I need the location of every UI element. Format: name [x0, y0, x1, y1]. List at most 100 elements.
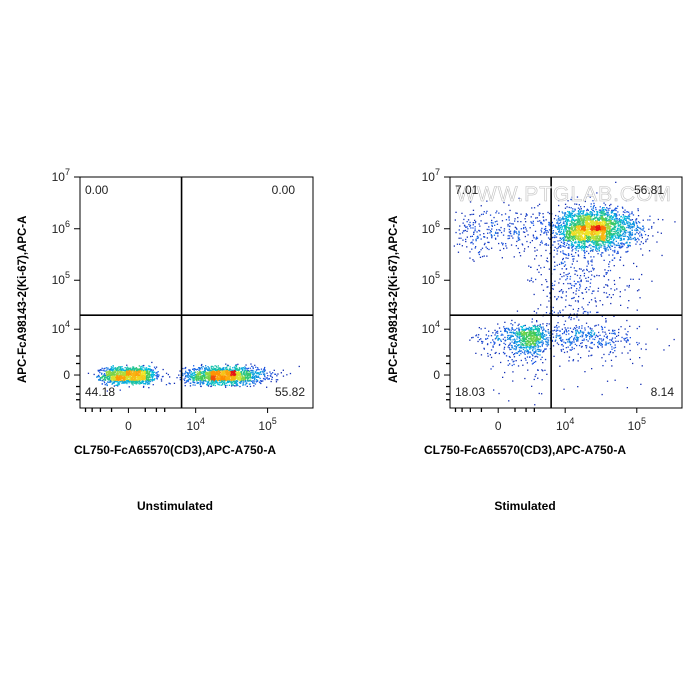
data-point — [616, 232, 618, 234]
data-point — [623, 229, 625, 231]
data-point — [270, 375, 272, 377]
data-point — [606, 226, 608, 229]
data-point — [600, 233, 603, 235]
data-point — [583, 240, 585, 242]
data-point — [230, 383, 233, 385]
data-point — [107, 378, 109, 380]
data-point — [101, 376, 103, 378]
data-point — [227, 364, 229, 366]
data-point — [588, 222, 591, 224]
data-point — [109, 381, 111, 383]
data-point — [575, 229, 577, 231]
data-point — [119, 369, 121, 371]
data-point — [124, 374, 126, 376]
data-point — [124, 371, 126, 373]
data-point — [597, 248, 599, 250]
data-point — [226, 365, 228, 367]
data-point — [111, 378, 113, 380]
data-point — [569, 239, 571, 241]
data-point — [137, 381, 139, 383]
data-point — [142, 369, 145, 372]
data-point — [230, 374, 232, 377]
data-point — [554, 224, 556, 227]
data-point — [570, 223, 572, 225]
data-point — [590, 256, 592, 258]
data-point — [574, 209, 576, 211]
data-point — [586, 233, 588, 236]
data-point — [240, 374, 242, 376]
data-point — [610, 229, 612, 231]
data-point — [239, 373, 241, 375]
data-point — [626, 217, 628, 219]
data-point — [535, 237, 537, 239]
data-point — [619, 231, 621, 233]
data-point — [548, 221, 550, 224]
data-point — [225, 370, 227, 372]
data-point — [206, 376, 208, 378]
data-point — [551, 237, 553, 239]
data-point — [610, 212, 613, 214]
data-point — [216, 373, 218, 375]
data-point — [132, 366, 135, 368]
data-point — [223, 369, 225, 371]
data-point — [577, 223, 579, 225]
data-point — [547, 237, 550, 239]
data-point — [218, 367, 220, 369]
data-point — [589, 250, 592, 252]
data-point — [610, 203, 612, 206]
data-point — [244, 375, 246, 377]
data-point — [187, 376, 189, 378]
data-point — [570, 234, 572, 236]
data-point — [137, 374, 139, 376]
data-point — [595, 249, 597, 251]
data-point — [108, 381, 110, 383]
data-point — [616, 214, 618, 217]
data-point — [564, 253, 566, 255]
data-point — [605, 208, 607, 211]
data-point — [238, 370, 240, 373]
data-point — [619, 231, 622, 234]
data-point — [577, 207, 580, 209]
data-point — [596, 227, 598, 229]
data-point — [212, 370, 215, 372]
data-point — [127, 369, 129, 371]
data-point — [569, 237, 571, 239]
data-point — [110, 368, 113, 370]
data-point — [135, 377, 138, 379]
data-point — [558, 233, 561, 236]
data-point — [579, 210, 581, 212]
data-point — [144, 377, 146, 379]
data-point — [167, 373, 169, 376]
data-point — [98, 375, 100, 378]
data-point — [127, 370, 129, 372]
data-point — [248, 377, 250, 379]
data-point — [128, 367, 130, 370]
data-point — [617, 223, 619, 225]
data-point — [552, 230, 555, 232]
data-point — [210, 365, 212, 368]
data-point — [637, 209, 639, 212]
data-point — [614, 213, 616, 215]
data-point — [634, 229, 636, 231]
data-point — [234, 365, 237, 367]
data-point — [614, 249, 616, 251]
data-point — [627, 246, 629, 248]
data-point — [598, 230, 600, 232]
data-point — [624, 235, 626, 237]
data-point — [122, 369, 124, 371]
data-point — [589, 216, 591, 218]
data-point — [217, 365, 219, 367]
data-point — [649, 215, 651, 217]
data-point — [142, 370, 144, 372]
data-point — [532, 222, 534, 224]
data-point — [602, 232, 604, 234]
data-point — [578, 204, 580, 206]
data-point — [599, 222, 601, 224]
data-point — [602, 228, 604, 230]
data-point — [590, 230, 592, 232]
data-point — [268, 378, 270, 380]
data-point — [119, 372, 121, 374]
data-point — [282, 375, 285, 377]
data-point — [205, 372, 207, 374]
data-point — [611, 218, 614, 220]
